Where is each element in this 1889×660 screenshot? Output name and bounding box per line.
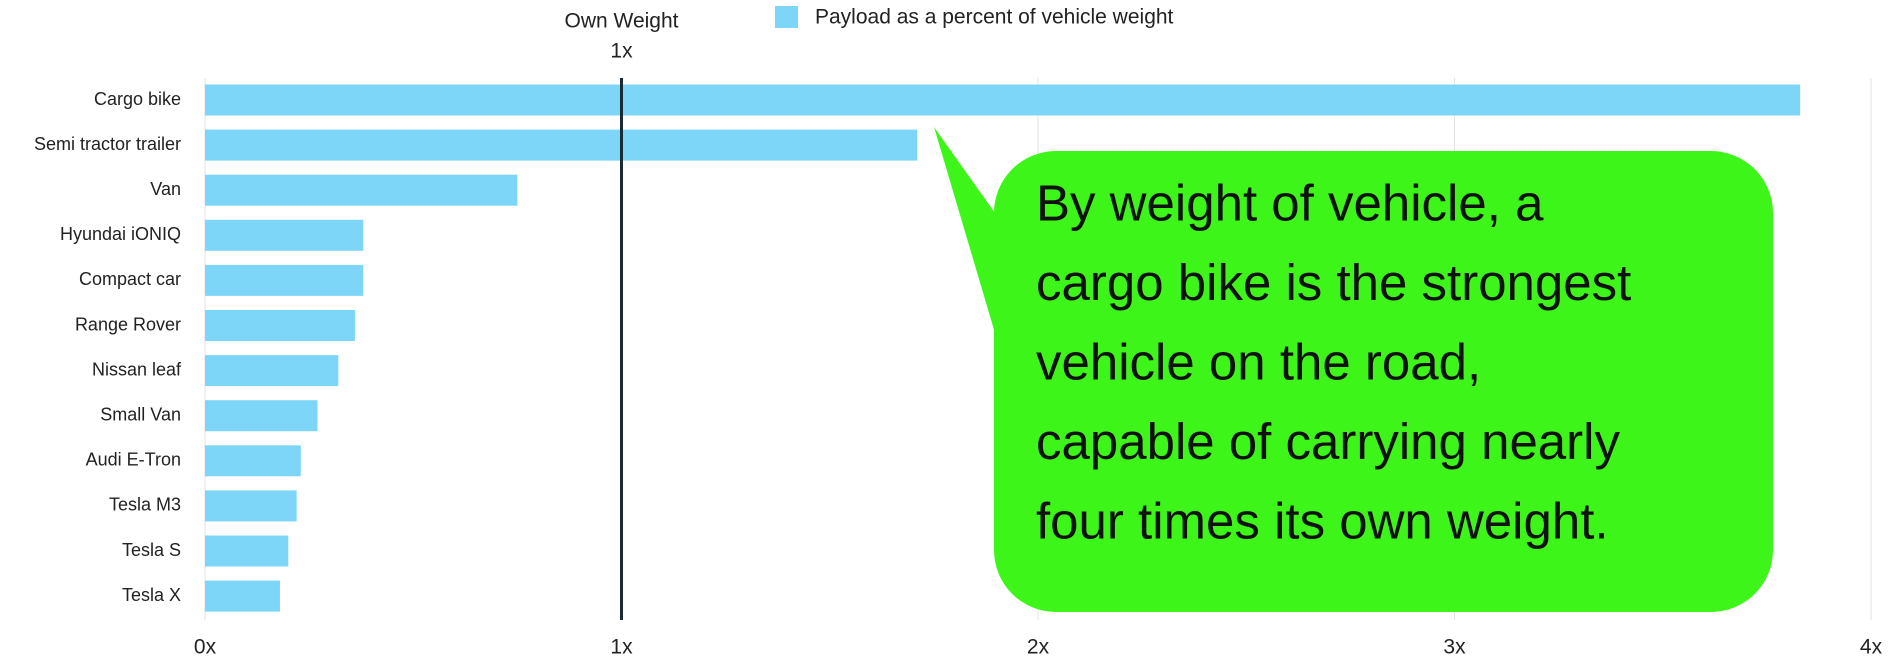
y-tick-label: Semi tractor trailer: [34, 134, 181, 154]
bar: [205, 445, 301, 477]
callout-text: vehicle on the road,: [1036, 333, 1481, 390]
callout-text: four times its own weight.: [1036, 492, 1609, 549]
y-tick-label: Tesla X: [122, 585, 181, 605]
reference-value-label: 1x: [610, 40, 633, 63]
bar: [205, 310, 355, 341]
x-tick-label: 4x: [1860, 636, 1883, 659]
y-tick-label: Tesla S: [122, 540, 181, 560]
y-tick-label: Nissan leaf: [92, 359, 182, 379]
legend-swatch: [775, 6, 798, 28]
bar: [205, 535, 289, 567]
bar: [205, 580, 280, 612]
bar: [205, 219, 364, 251]
y-tick-label: Tesla M3: [109, 495, 181, 515]
x-tick-label: 1x: [610, 636, 633, 659]
y-tick-label: Van: [150, 179, 181, 199]
y-tick-label: Range Rover: [75, 314, 181, 334]
reference-label: Own Weight: [565, 10, 679, 33]
bar: [205, 84, 1801, 116]
callout-text: By weight of vehicle, a: [1036, 174, 1544, 231]
y-tick-label: Audi E-Tron: [86, 450, 181, 470]
x-tick-label: 2x: [1027, 636, 1050, 659]
y-tick-label: Cargo bike: [94, 89, 181, 109]
bar: [205, 264, 364, 296]
x-tick-label: 3x: [1443, 636, 1466, 659]
bar: [205, 355, 339, 387]
bar: [205, 490, 297, 522]
y-tick-label: Compact car: [79, 269, 181, 289]
bar: [205, 400, 318, 432]
y-tick-label: Hyundai iONIQ: [60, 224, 181, 244]
bar: [205, 129, 918, 161]
callout-text: capable of carrying nearly: [1036, 413, 1620, 470]
callout-pointer: [934, 127, 1000, 350]
y-tick-label: Small Van: [100, 404, 181, 424]
bar: [205, 174, 518, 206]
x-tick-label: 0x: [194, 636, 217, 659]
callout-box: [994, 151, 1773, 612]
callout-text: cargo bike is the strongest: [1036, 254, 1631, 311]
legend-label: Payload as a percent of vehicle weight: [815, 6, 1174, 29]
